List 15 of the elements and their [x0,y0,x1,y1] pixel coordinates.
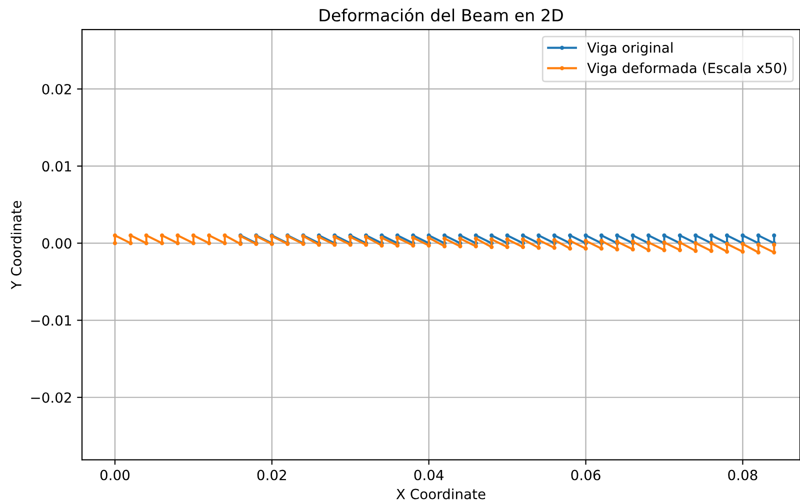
legend-label: Viga original [587,42,672,56]
y-tick-label: −0.01 [31,315,71,326]
y-tick-label: 0.01 [42,161,71,172]
legend-label: Viga deformada (Escala x50) [587,62,786,76]
x-tick-label: 0.02 [257,470,286,480]
y-tick-label: 0.00 [42,238,72,249]
x-tick-label: 0.04 [414,470,444,480]
x-tick-label: 0.06 [571,470,600,480]
y-axis-title: Y Coordinate [10,200,22,290]
y-tick-label: 0.02 [42,84,71,94]
x-tick-label: 0.00 [100,470,130,480]
y-tick-label: −0.02 [31,392,71,403]
x-tick-label: 0.08 [728,470,758,480]
chart-title: Deformación del Beam en 2D [320,8,563,22]
x-axis-title: X Coordinate [396,488,486,500]
